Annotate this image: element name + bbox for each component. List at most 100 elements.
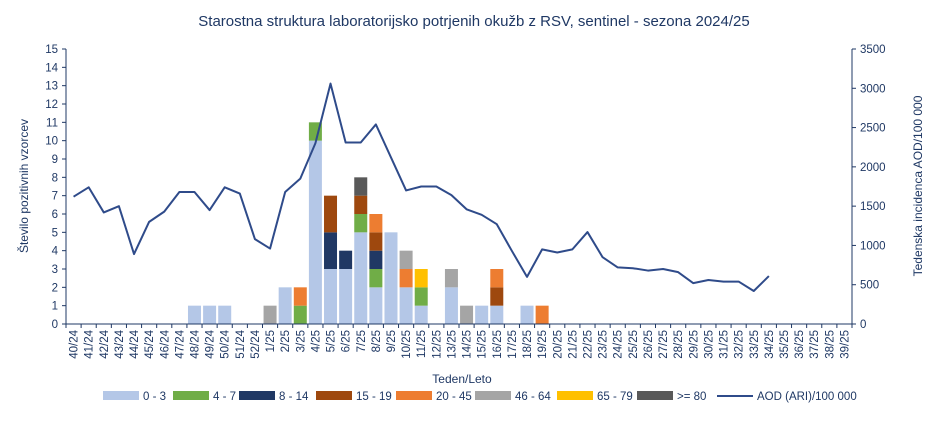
bar-segment-9-25-s0	[384, 232, 398, 324]
x-tick-label: 29/25	[688, 330, 700, 359]
left-tick-label: 5	[52, 227, 58, 239]
legend-swatch	[239, 391, 275, 400]
x-tick-label: 16/25	[492, 330, 504, 359]
legend-swatch	[103, 391, 139, 400]
left-tick-label: 0	[52, 319, 58, 331]
bar-segment-8-25-s1	[369, 269, 383, 288]
line-layer	[73, 82, 770, 292]
legend-label: >= 80	[677, 391, 706, 403]
legend-label: 15 - 19	[356, 391, 392, 403]
x-tick-label: 25/25	[628, 330, 640, 359]
x-tick-label: 8/25	[371, 330, 383, 352]
bar-segment-15-25-s0	[475, 305, 489, 324]
x-tick-label: 41/24	[84, 329, 96, 358]
bar-segment-10-25-s0	[399, 287, 413, 324]
left-tick-label: 7	[52, 191, 58, 203]
legend-swatch	[396, 391, 432, 400]
x-tick-label: 35/25	[779, 330, 791, 359]
right-tick-label: 2000	[860, 162, 886, 174]
x-tick-label: 12/25	[431, 330, 443, 359]
x-tick-label: 40/24	[69, 329, 81, 358]
x-tick-label: 23/25	[598, 330, 610, 359]
legend-label: 4 - 7	[213, 391, 236, 403]
legend-swatch	[173, 391, 209, 400]
x-tick-label: 43/24	[114, 329, 126, 358]
x-tick-label: 34/25	[764, 330, 776, 359]
bars-layer	[187, 122, 549, 324]
x-tick-label: 49/24	[205, 329, 217, 358]
left-tick-label: 4	[52, 246, 59, 258]
x-tick-label: 27/25	[658, 330, 670, 359]
right-tick-label: 1000	[860, 240, 886, 252]
bar-segment-5-25-s0	[324, 269, 338, 324]
bar-segment-7-25-s1	[354, 214, 368, 233]
x-tick-label: 17/25	[507, 330, 519, 359]
right-tick-label: 3500	[860, 44, 886, 56]
x-tick-label: 22/25	[582, 330, 594, 359]
legend: 0 - 3 4 - 7 8 - 14 15 - 19 20 - 45 46 - 64 65 …	[103, 391, 857, 403]
bar-segment-16-25-s0	[490, 305, 504, 324]
bar-segment-10-25-s4	[399, 269, 413, 288]
x-tick-label: 28/25	[673, 330, 685, 359]
bar-segment-16-25-s3	[490, 287, 504, 306]
x-tick-label: 2/25	[280, 330, 292, 352]
right-tick-label: 1500	[860, 201, 886, 213]
bar-segment-19-25-s4	[535, 305, 549, 324]
x-tick-label: 9/25	[386, 330, 398, 352]
left-tick-label: 12	[45, 99, 58, 111]
left-tick-label: 1	[52, 301, 58, 313]
x-tick-label: 21/25	[567, 330, 579, 359]
right-tick-label: 3000	[860, 83, 886, 95]
x-tick-label: 37/25	[809, 330, 821, 359]
x-tick-label: 1/25	[265, 330, 277, 352]
left-tick-label: 14	[45, 62, 58, 74]
legend-swatch	[637, 391, 673, 400]
bar-segment-11-25-s1	[414, 287, 428, 306]
bar-segment-1-25-s5	[263, 305, 277, 324]
x-tick-label: 50/24	[220, 329, 232, 358]
bar-segment-3-25-s1	[293, 305, 307, 324]
legend-swatch	[316, 391, 352, 400]
left-tick-label: 11	[46, 117, 58, 129]
bar-segment-6-25-s2	[339, 250, 353, 269]
bar-segment-2-25-s0	[278, 287, 292, 324]
aod-line	[73, 82, 770, 292]
legend-label: 8 - 14	[279, 391, 309, 403]
left-tick-label: 3	[52, 264, 58, 276]
bar-segment-8-25-s3	[369, 232, 383, 251]
x-tick-label: 33/25	[749, 330, 761, 359]
x-tick-label: 48/24	[189, 329, 201, 358]
left-tick-label: 9	[52, 154, 58, 166]
y-axis-title-right: Tedenska incidenca AOD/100 000	[911, 95, 925, 276]
bar-segment-7-25-s7	[354, 177, 368, 196]
x-tick-label: 30/25	[703, 330, 715, 359]
x-tick-label: 13/25	[446, 330, 458, 359]
bar-segment-49-24-s0	[203, 305, 217, 324]
bar-segment-10-25-s5	[399, 250, 413, 269]
x-tick-label: 11/25	[416, 330, 428, 358]
x-tick-label: 42/24	[99, 329, 111, 358]
bar-segment-18-25-s0	[520, 305, 534, 324]
x-tick-label: 36/25	[794, 330, 806, 359]
x-tick-label: 15/25	[477, 330, 489, 359]
x-axis-title: Teden/Leto	[432, 372, 492, 386]
legend-label: 65 - 79	[597, 391, 633, 403]
legend-swatch	[557, 391, 593, 400]
bar-segment-48-24-s0	[187, 305, 201, 324]
bar-segment-13-25-s5	[444, 269, 458, 288]
x-tick-label: 46/24	[159, 329, 171, 358]
bar-segment-13-25-s0	[444, 287, 458, 324]
bar-segment-14-25-s5	[460, 305, 474, 324]
y-axis-title-left: Število pozitivnih vzorcev	[16, 119, 31, 253]
left-tick-label: 15	[45, 44, 58, 56]
x-tick-label: 39/25	[839, 330, 851, 359]
right-axis-ticks: 0 500 1000 1500 2000 2500 3000 3500	[852, 44, 886, 331]
x-tick-label: 32/25	[734, 330, 746, 359]
right-tick-label: 2500	[860, 123, 886, 135]
legend-label: 0 - 3	[143, 391, 166, 403]
x-axis-ticks: 40/24 41/24 42/24 43/24 44/24 45/24 46/24 47/24…	[65, 324, 853, 359]
bar-segment-4-25-s0	[308, 140, 322, 324]
right-tick-label: 500	[860, 280, 879, 292]
bar-segment-6-25-s0	[339, 269, 353, 324]
x-tick-label: 45/24	[144, 329, 156, 358]
